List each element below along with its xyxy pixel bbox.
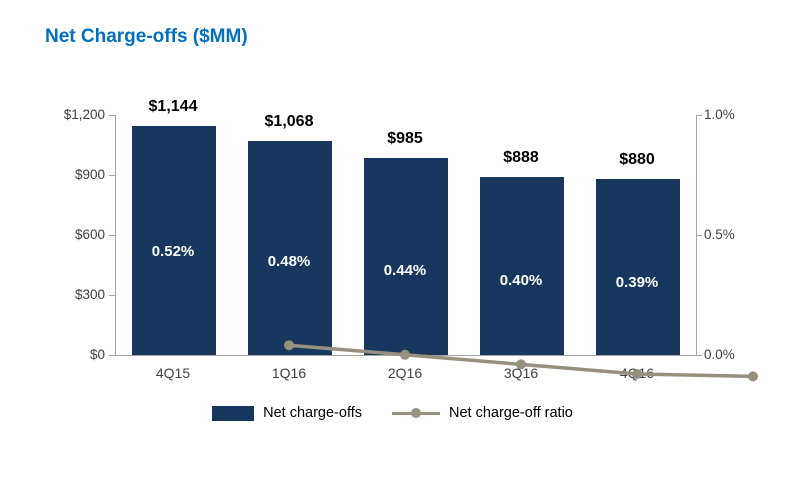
legend: Net charge-offs Net charge-off ratio	[0, 405, 785, 421]
bar	[364, 158, 448, 355]
bar-value-label: $888	[503, 149, 539, 167]
ratio-value-label: 0.52%	[151, 243, 195, 261]
bar-value-label: $1,068	[264, 113, 314, 131]
chart-title: Net Charge-offs ($MM)	[45, 26, 248, 47]
ratio-value-label: 0.40%	[499, 272, 543, 289]
y-axis-right-tick-label: 1.0%	[704, 107, 735, 122]
y-axis-left-tick	[109, 355, 115, 356]
ratio-value-label: 0.39%	[615, 274, 659, 292]
ratio-line-marker	[516, 359, 526, 370]
bar-value-label: $985	[387, 130, 423, 147]
y-axis-left-tick-label: $300	[74, 287, 105, 302]
ratio-line-marker	[748, 371, 758, 382]
ratio-value-label: 0.48%	[267, 252, 311, 270]
legend-item-bar: Net charge-offs	[212, 405, 362, 421]
line-legend-label: Net charge-off ratio	[449, 405, 573, 421]
legend-item-line: Net charge-off ratio	[392, 405, 573, 421]
x-axis-label: 2Q16	[387, 365, 423, 381]
bar	[132, 126, 216, 355]
bar	[480, 177, 564, 355]
line-legend-swatch	[392, 406, 440, 421]
ratio-value-label: 0.44%	[383, 262, 427, 280]
y-axis-left-tick	[109, 235, 115, 236]
plot-area	[115, 115, 758, 382]
y-axis-left-tick	[109, 115, 115, 116]
y-axis-right-tick	[696, 235, 702, 236]
ratio-line-marker	[400, 349, 410, 360]
y-axis-left-tick-label: $1,200	[63, 107, 105, 122]
y-axis-left-tick-label: $600	[74, 227, 105, 242]
y-axis-left-tick	[109, 175, 115, 176]
ratio-line	[284, 340, 758, 382]
bar	[596, 179, 680, 355]
x-axis-label: 1Q16	[271, 365, 307, 381]
ratio-line-marker	[632, 369, 642, 379]
line-legend-dot	[411, 408, 421, 418]
bar-legend-swatch	[212, 405, 255, 421]
y-axis-right-tick	[696, 115, 702, 116]
ratio-line-marker	[284, 340, 294, 351]
x-axis-label: 3Q16	[503, 365, 539, 381]
bar-legend-label: Net charge-offs	[263, 405, 362, 421]
bar-value-label: $1,144	[148, 98, 198, 116]
bar	[248, 141, 332, 355]
y-axis-left-tick	[109, 295, 115, 296]
y-axis-left-tick-label: $900	[74, 167, 105, 182]
x-axis-label: 4Q15	[155, 365, 191, 381]
y-axis-left-tick-label: $0	[89, 347, 105, 362]
y-axis-right-tick-label: 0.5%	[704, 227, 735, 242]
y-axis-right-tick-label: 0.0%	[704, 347, 735, 362]
y-axis-right-tick	[696, 355, 702, 356]
bar-value-label: $880	[619, 151, 655, 168]
